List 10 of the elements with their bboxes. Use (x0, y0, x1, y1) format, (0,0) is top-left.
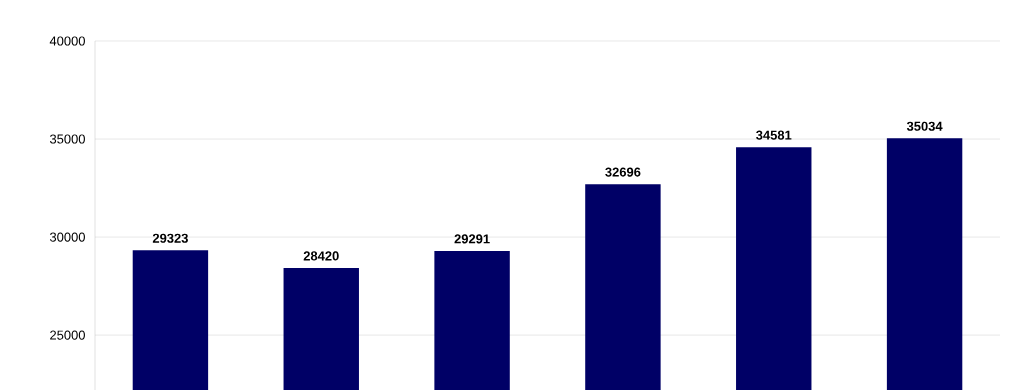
data-label: 29291 (454, 234, 490, 244)
data-label: 28420 (303, 251, 339, 261)
y-tick-label: 40000 (49, 36, 85, 46)
y-tick-label: 30000 (49, 232, 85, 242)
data-label: 29323 (152, 233, 188, 243)
data-label: 35034 (906, 121, 943, 131)
y-tick-label: 35000 (49, 134, 85, 144)
data-label: 32696 (605, 167, 641, 177)
y-tick-label: 25000 (50, 330, 85, 340)
data-label: 34581 (756, 130, 792, 140)
